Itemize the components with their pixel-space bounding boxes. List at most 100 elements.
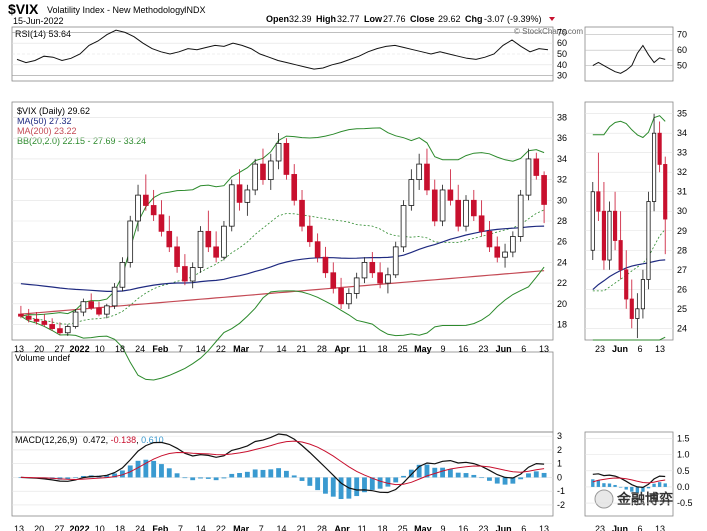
candle-body <box>275 142 282 162</box>
zoom-macd-histogram-bar <box>630 486 634 492</box>
zoom-price-tick-label: 31 <box>677 187 687 197</box>
macd-histogram-bar <box>260 469 266 478</box>
x-axis-label: 18 <box>115 344 125 354</box>
candle-body <box>174 246 180 267</box>
zoom-x-axis-label: 6 <box>637 344 642 354</box>
zoom-x-axis-label: 23 <box>595 344 605 354</box>
zoom-candle-body <box>663 164 668 220</box>
candle-body <box>267 160 274 181</box>
zoom-macd-histogram-bar <box>657 482 662 487</box>
zoom-price-tick-label: 34 <box>677 128 687 138</box>
zoom-candle-body <box>629 298 634 319</box>
candle-body <box>150 205 157 216</box>
zoom-macd-line <box>592 473 666 489</box>
zoom-candle-body <box>635 308 640 319</box>
macd-histogram-bar <box>237 473 242 478</box>
x-axis-label: 27 <box>54 524 64 531</box>
macd-histogram-bar <box>455 472 461 478</box>
macd-histogram-bar <box>502 477 508 485</box>
candle-body <box>33 318 40 322</box>
zoom-macd-histogram-bar <box>646 486 651 489</box>
zoom-bollinger-middle-band <box>592 229 666 292</box>
macd-histogram-bar <box>471 474 477 478</box>
macd-histogram-bar <box>447 469 453 478</box>
candle-body <box>353 277 360 294</box>
zoom-price-tick-label: 24 <box>677 323 687 333</box>
x-axis-label: 14 <box>196 524 206 531</box>
candle-body <box>18 313 24 317</box>
x-axis-label: 28 <box>317 344 327 354</box>
high-label: High <box>316 14 336 24</box>
x-axis-label: 24 <box>135 344 145 354</box>
macd-tick-label: -2 <box>557 500 565 510</box>
rsi-tick-label: 60 <box>557 38 567 48</box>
x-axis-label: 18 <box>115 524 125 531</box>
candle-body <box>166 230 173 248</box>
chg-down-arrow-icon <box>549 17 555 21</box>
candle-body <box>158 214 165 232</box>
candle-body <box>431 189 438 222</box>
zoom-macd-histogram-bar <box>607 483 612 487</box>
zoom-bollinger-upper-band <box>592 115 666 139</box>
x-axis-label: 22 <box>216 344 226 354</box>
zoom-x-axis-label: 6 <box>637 524 642 531</box>
zoom-candle-body <box>596 191 601 212</box>
zoom-x-axis-label: 23 <box>595 524 605 531</box>
candle-body <box>400 205 407 248</box>
zoom-candle-body <box>601 210 606 261</box>
zoom-macd-histogram-bar <box>618 486 623 488</box>
macd-histogram-bar <box>166 468 172 478</box>
x-axis-label: 7 <box>259 524 264 531</box>
chg-label: Chg <box>465 14 483 24</box>
macd-panel <box>11 431 554 517</box>
candle-body <box>25 315 32 320</box>
macd-histogram-bar <box>354 477 360 497</box>
price-tick-label: 34 <box>557 154 567 164</box>
macd-histogram-bar <box>190 477 196 481</box>
macd-histogram-bar <box>487 477 492 481</box>
chart-name: Volatility Index - New Methodology <box>47 5 185 15</box>
macd-histogram-bar <box>80 475 86 478</box>
x-axis-label: 9 <box>441 524 446 531</box>
macd-tick-label: 2 <box>557 445 562 455</box>
candle-body <box>408 179 415 206</box>
macd-legend-prefix: MACD(12,26,9) <box>15 435 78 445</box>
macd-line <box>20 433 545 494</box>
candle-body <box>517 194 524 237</box>
zoom-candle-body <box>607 210 612 261</box>
x-axis-label: 10 <box>95 524 105 531</box>
close-label: Close <box>410 14 435 24</box>
zoom-macd-histogram-bar <box>652 483 656 487</box>
candle-body <box>486 230 493 248</box>
candle-body <box>478 215 485 232</box>
zoom-x-axis-label: 13 <box>655 524 665 531</box>
zoom-candle-body <box>640 279 645 310</box>
x-axis-label: Jun <box>496 344 512 354</box>
macd-legend: MACD(12,26,9) 0.472, -0.138, 0.610 <box>15 435 164 445</box>
macd-histogram-bar <box>244 471 250 478</box>
brand-credit: © StockCharts.com <box>514 27 583 36</box>
rsi-tick-label: 30 <box>557 71 567 81</box>
zoom-macd-tick-label: 1.0 <box>677 450 690 460</box>
zoom-price-tick-label: 29 <box>677 226 687 236</box>
zoom-macd-tick-label: 1.5 <box>677 433 690 443</box>
zoom-macd-histogram-bar <box>641 486 645 492</box>
x-axis-label: Mar <box>233 344 250 354</box>
candle-body <box>494 246 501 258</box>
candle-body <box>470 199 477 217</box>
candle-body <box>361 261 368 279</box>
macd-histogram-bar <box>73 477 78 479</box>
zoom-candle-body <box>657 132 662 165</box>
zoom-rsi-panel <box>584 26 674 82</box>
macd-histogram-bar <box>174 473 180 478</box>
rsi-tick-label: 50 <box>557 49 567 59</box>
macd-histogram-bar <box>424 464 430 478</box>
macd-histogram-bar <box>65 477 71 480</box>
x-axis-label: Apr <box>334 344 350 354</box>
ma50-legend: MA(50) 27.32 <box>17 116 72 126</box>
macd-histogram-bar <box>268 469 274 478</box>
macd-histogram-bar <box>432 467 438 478</box>
macd-histogram-bar <box>198 477 203 479</box>
x-axis-label: 6 <box>521 524 526 531</box>
zoom-macd-histogram-bar <box>591 479 595 487</box>
